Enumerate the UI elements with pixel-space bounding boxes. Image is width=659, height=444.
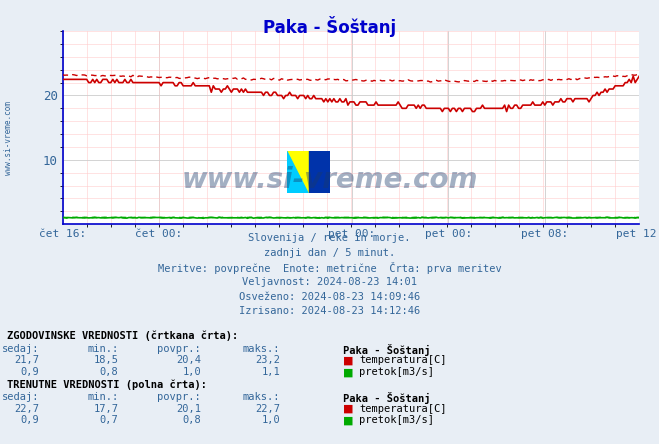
Text: Veljavnost: 2024-08-23 14:01: Veljavnost: 2024-08-23 14:01 — [242, 277, 417, 287]
Text: povpr.:: povpr.: — [158, 344, 201, 354]
Polygon shape — [308, 151, 330, 193]
Text: 0,8: 0,8 — [183, 416, 201, 425]
Text: TRENUTNE VREDNOSTI (polna črta):: TRENUTNE VREDNOSTI (polna črta): — [7, 379, 206, 389]
Text: ZGODOVINSKE VREDNOSTI (črtkana črta):: ZGODOVINSKE VREDNOSTI (črtkana črta): — [7, 331, 238, 341]
Text: 0,7: 0,7 — [100, 416, 119, 425]
Text: zadnji dan / 5 minut.: zadnji dan / 5 minut. — [264, 248, 395, 258]
Text: ■: ■ — [343, 404, 353, 414]
Text: min.:: min.: — [88, 344, 119, 354]
Polygon shape — [287, 151, 308, 172]
Text: 22,7: 22,7 — [255, 404, 280, 414]
Text: temperatura[C]: temperatura[C] — [359, 404, 447, 414]
Text: 22,7: 22,7 — [14, 404, 40, 414]
Text: www.si-vreme.com: www.si-vreme.com — [181, 166, 478, 194]
Text: maks.:: maks.: — [243, 344, 280, 354]
Text: 0,9: 0,9 — [21, 367, 40, 377]
Text: ■: ■ — [343, 367, 353, 377]
Text: 23,2: 23,2 — [255, 356, 280, 365]
Text: 21,7: 21,7 — [14, 356, 40, 365]
Text: 1,0: 1,0 — [262, 416, 280, 425]
Polygon shape — [287, 172, 308, 193]
Text: Paka - Šoštanj: Paka - Šoštanj — [263, 16, 396, 36]
Text: 20,1: 20,1 — [176, 404, 201, 414]
Text: temperatura[C]: temperatura[C] — [359, 356, 447, 365]
Text: min.:: min.: — [88, 392, 119, 402]
Text: ■: ■ — [343, 416, 353, 425]
Text: 17,7: 17,7 — [94, 404, 119, 414]
Polygon shape — [287, 151, 308, 172]
Polygon shape — [287, 151, 308, 193]
Text: Osveženo: 2024-08-23 14:09:46: Osveženo: 2024-08-23 14:09:46 — [239, 292, 420, 302]
Text: sedaj:: sedaj: — [2, 392, 40, 402]
Text: 1,1: 1,1 — [262, 367, 280, 377]
Text: www.si-vreme.com: www.si-vreme.com — [4, 101, 13, 174]
Text: 20,4: 20,4 — [176, 356, 201, 365]
Polygon shape — [287, 151, 308, 193]
Text: Paka - Šoštanj: Paka - Šoštanj — [343, 344, 430, 356]
Text: Slovenija / reke in morje.: Slovenija / reke in morje. — [248, 233, 411, 243]
Text: Meritve: povprečne  Enote: metrične  Črta: prva meritev: Meritve: povprečne Enote: metrične Črta:… — [158, 262, 501, 274]
Text: pretok[m3/s]: pretok[m3/s] — [359, 416, 434, 425]
Text: Izrisano: 2024-08-23 14:12:46: Izrisano: 2024-08-23 14:12:46 — [239, 306, 420, 317]
Text: ■: ■ — [343, 356, 353, 365]
Text: povpr.:: povpr.: — [158, 392, 201, 402]
Text: Paka - Šoštanj: Paka - Šoštanj — [343, 392, 430, 404]
Text: 18,5: 18,5 — [94, 356, 119, 365]
Text: 0,8: 0,8 — [100, 367, 119, 377]
Text: 1,0: 1,0 — [183, 367, 201, 377]
Text: pretok[m3/s]: pretok[m3/s] — [359, 367, 434, 377]
Text: maks.:: maks.: — [243, 392, 280, 402]
Text: sedaj:: sedaj: — [2, 344, 40, 354]
Text: 0,9: 0,9 — [21, 416, 40, 425]
